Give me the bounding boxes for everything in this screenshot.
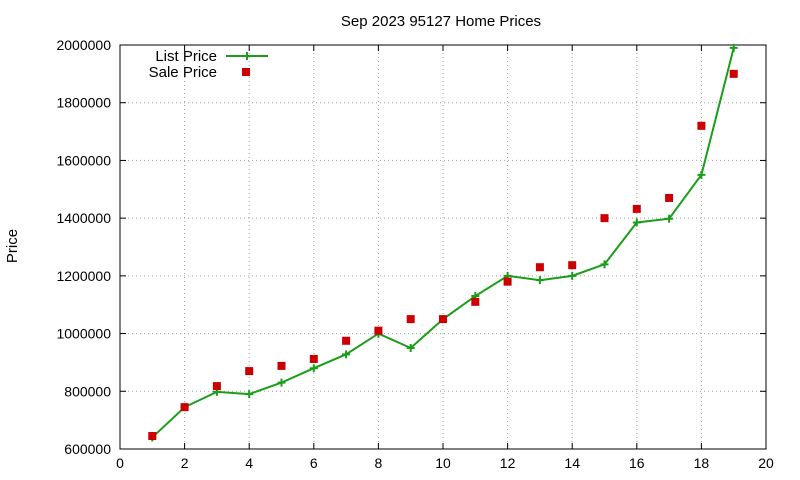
sale-price-point [632, 204, 641, 213]
sale-price-point [568, 261, 577, 270]
sale-price-point [342, 336, 351, 345]
y-tick-label: 800000 [64, 383, 111, 399]
sale-price-point [729, 69, 738, 78]
sale-price-point [600, 214, 609, 223]
x-tick-label: 6 [310, 455, 318, 471]
axes: 0 2 4 6 8 10 12 14 16 18 20 600000 800000 1000000 1200… [56, 37, 774, 471]
list-price-point [406, 344, 415, 352]
y-axis-label: Price [4, 229, 21, 263]
x-tick-label: 14 [564, 455, 580, 471]
y-tick-label: 2000000 [56, 37, 111, 53]
sale-price-point [277, 361, 286, 370]
list-price-point [729, 43, 738, 52]
sale-price-point [212, 382, 221, 391]
x-tick-label: 12 [500, 455, 516, 471]
sale-price-point [535, 263, 544, 272]
x-tick-label: 8 [375, 455, 383, 471]
list-price-point [342, 350, 351, 359]
x-tick-label: 18 [694, 455, 710, 471]
sale-price-point [471, 297, 480, 306]
sale-price-point [406, 315, 415, 324]
list-price-point [535, 276, 544, 285]
x-tick-label: 4 [245, 455, 253, 471]
sale-price-point [245, 367, 254, 376]
series [148, 43, 738, 442]
y-tick-label: 1800000 [56, 95, 111, 111]
sale-price-point [697, 121, 706, 130]
sale-price-point [374, 326, 383, 335]
list-price-point [632, 218, 641, 227]
list-price-point [665, 214, 674, 223]
list-price-point [277, 378, 286, 387]
sale-price-point [309, 354, 318, 363]
y-tick-label: 1400000 [56, 210, 111, 226]
sale-price-point [439, 315, 447, 324]
legend-label-sale-price: Sale Price [149, 64, 217, 81]
sale-price-point [148, 432, 157, 441]
x-tick-label: 2 [181, 455, 189, 471]
legend-marker-sale-price [242, 68, 250, 76]
list-price-point [568, 271, 577, 280]
x-tick-label: 0 [116, 455, 124, 471]
sale-price-point [180, 403, 189, 412]
legend-marker-list-price [243, 52, 251, 60]
list-price-line [151, 47, 735, 439]
list-price-point [697, 170, 706, 179]
list-price-point [309, 364, 318, 373]
grid [120, 45, 766, 449]
y-tick-label: 1200000 [56, 268, 111, 284]
x-tick-label: 10 [435, 455, 451, 471]
y-tick-label: 600000 [64, 441, 111, 457]
y-tick-label: 1600000 [56, 152, 111, 168]
sale-price-point [503, 277, 512, 286]
list-price-point [245, 390, 254, 399]
sale-price-point [665, 193, 674, 202]
x-tick-label: 16 [629, 455, 645, 471]
legend-label-list-price: List Price [155, 48, 217, 65]
list-price-point [600, 260, 609, 269]
y-tick-label: 1000000 [56, 326, 111, 342]
chart-title: Sep 2023 95127 Home Prices [341, 13, 541, 30]
x-tick-label: 20 [758, 455, 774, 471]
